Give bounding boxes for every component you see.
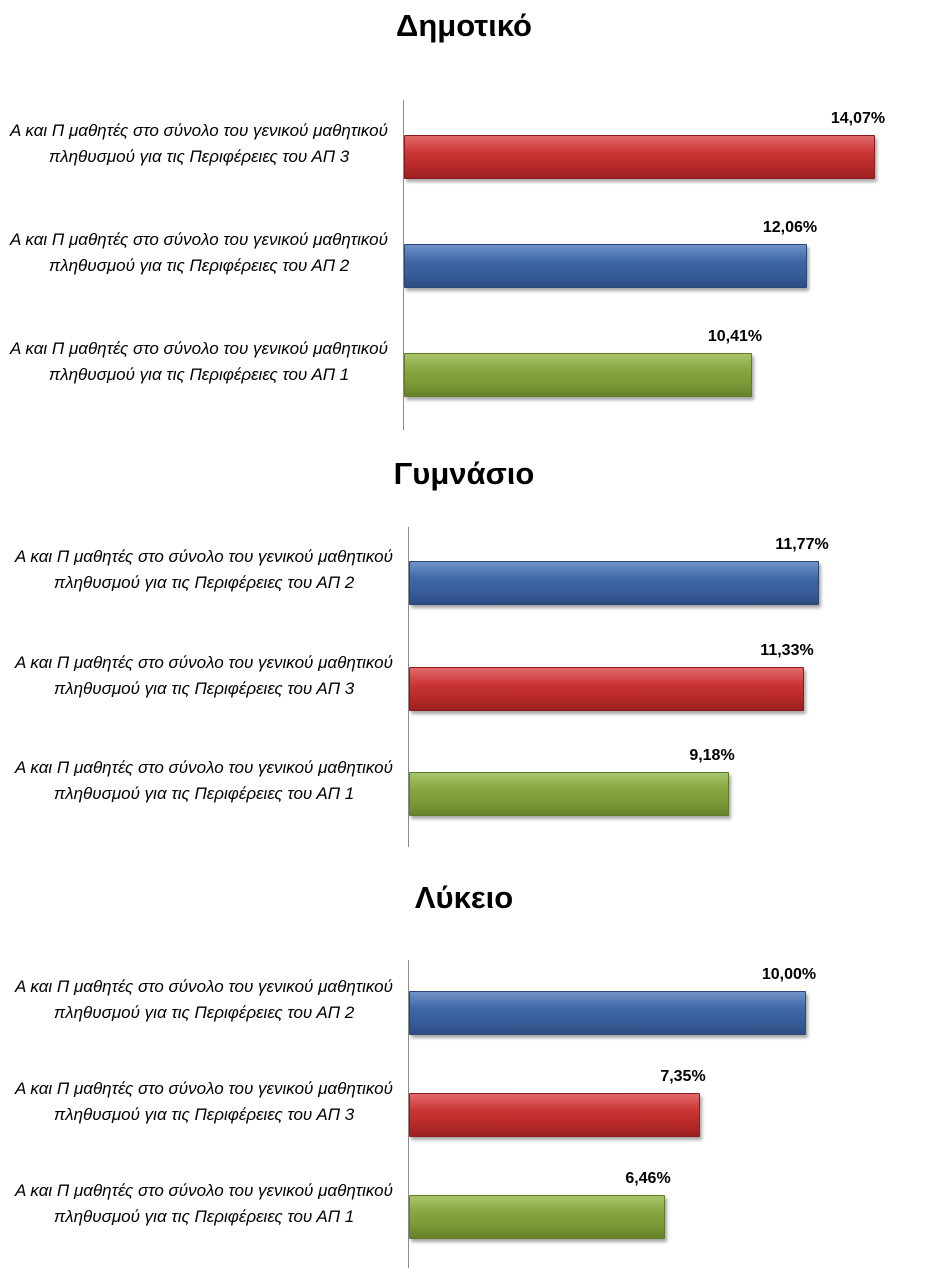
category-axis bbox=[403, 100, 404, 430]
bar bbox=[409, 1093, 700, 1137]
bar bbox=[409, 991, 806, 1035]
chart-title: Δημοτικό bbox=[396, 8, 532, 43]
bar bbox=[404, 244, 807, 288]
bar bbox=[409, 667, 804, 711]
chart-title: Γυμνάσιο bbox=[393, 456, 535, 491]
data-label: 12,06% bbox=[762, 219, 818, 236]
category-label: Α και Π μαθητές στο σύνολο του γενικού μ… bbox=[9, 121, 388, 166]
category-axis bbox=[408, 527, 409, 847]
data-label: 7,35% bbox=[660, 1068, 706, 1085]
category-label: Α και Π μαθητές στο σύνολο του γενικού μ… bbox=[14, 653, 393, 698]
data-label: 9,18% bbox=[689, 747, 735, 764]
chart-title: Λύκειο bbox=[414, 880, 514, 915]
category-label: Α και Π μαθητές στο σύνολο του γενικού μ… bbox=[9, 339, 388, 384]
data-label: 10,00% bbox=[761, 966, 817, 983]
bar bbox=[409, 772, 729, 816]
category-label: Α και Π μαθητές στο σύνολο του γενικού μ… bbox=[14, 758, 393, 803]
data-label: 10,41% bbox=[707, 328, 763, 345]
category-label: Α και Π μαθητές στο σύνολο του γενικού μ… bbox=[14, 547, 393, 592]
category-label: Α και Π μαθητές στο σύνολο του γενικού μ… bbox=[14, 977, 393, 1022]
bar bbox=[409, 561, 819, 605]
data-label: 11,33% bbox=[760, 642, 814, 659]
category-label: Α και Π μαθητές στο σύνολο του γενικού μ… bbox=[9, 230, 388, 275]
data-label: 14,07% bbox=[830, 110, 886, 127]
bar bbox=[404, 135, 875, 179]
bar bbox=[404, 353, 752, 397]
category-axis bbox=[408, 960, 409, 1268]
category-label: Α και Π μαθητές στο σύνολο του γενικού μ… bbox=[14, 1181, 393, 1226]
bar bbox=[409, 1195, 665, 1239]
category-label: Α και Π μαθητές στο σύνολο του γενικού μ… bbox=[14, 1079, 393, 1124]
data-label: 11,77% bbox=[775, 536, 829, 553]
data-label: 6,46% bbox=[625, 1170, 671, 1187]
